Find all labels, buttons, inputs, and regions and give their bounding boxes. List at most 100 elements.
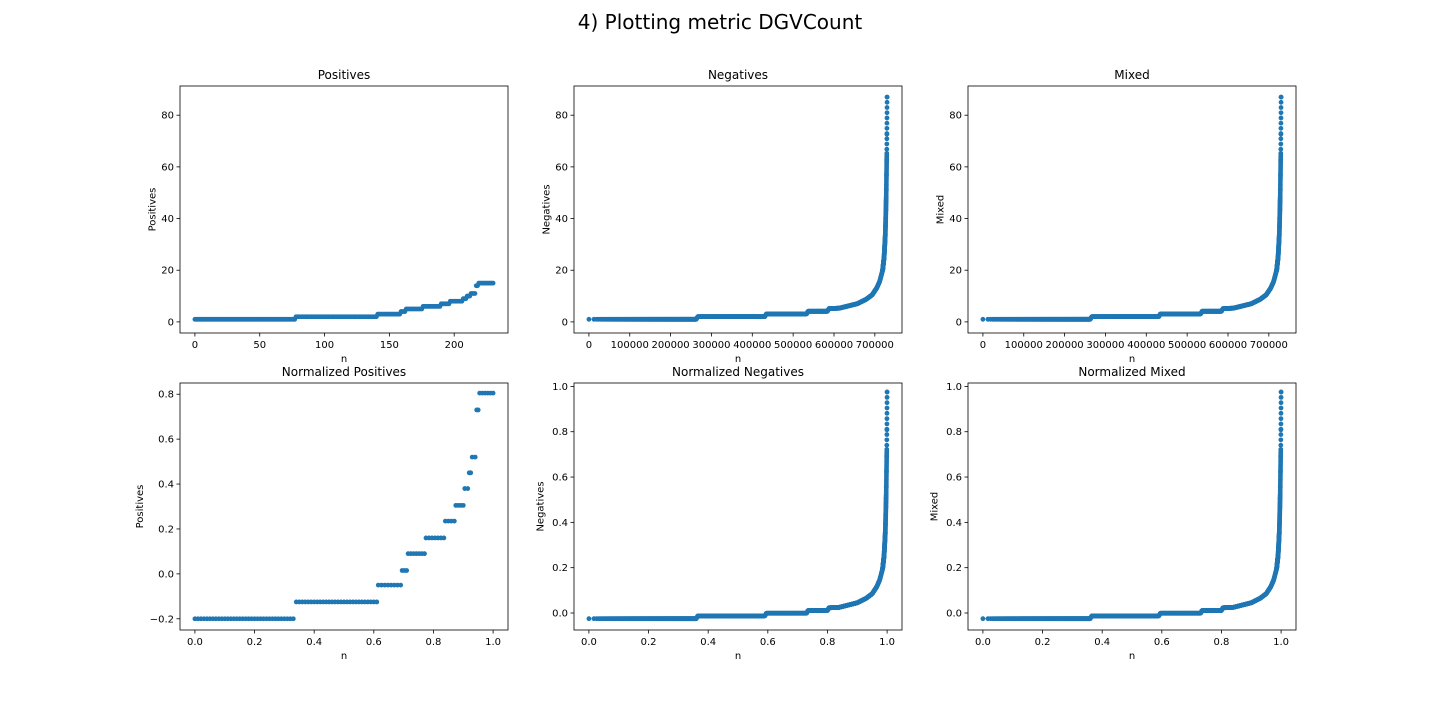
data-point	[884, 432, 890, 437]
x-axis-label: n	[1129, 354, 1135, 365]
y-axis-label: Mixed	[929, 492, 940, 522]
x-tick-label: 100000	[611, 340, 649, 351]
x-axis-label: n	[735, 354, 741, 365]
data-point	[290, 616, 296, 622]
subplot-title: Normalized Mixed	[1078, 365, 1185, 379]
axes-frame	[573, 85, 903, 334]
axes-frame	[573, 382, 903, 631]
axes-frame	[179, 382, 509, 631]
axes-frame	[967, 85, 1297, 334]
data-point	[490, 280, 496, 286]
y-tick-label: 20	[555, 266, 568, 277]
x-tick-label: 0.0	[975, 637, 991, 648]
x-tick-label: 0.8	[820, 637, 836, 648]
y-tick-label: 0.2	[158, 524, 174, 535]
data-point	[884, 105, 890, 110]
data-point	[884, 405, 890, 411]
data-point	[884, 150, 890, 156]
data-point	[884, 141, 890, 147]
data-point	[884, 110, 890, 116]
y-tick-label: 1.0	[552, 382, 568, 393]
x-tick-label: 200000	[652, 340, 690, 351]
y-tick-label: 0.0	[552, 609, 568, 620]
y-axis-label: Positives	[135, 485, 146, 529]
subplot-title: Negatives	[708, 68, 768, 82]
y-tick-label: 0.8	[946, 427, 962, 438]
y-tick-label: 0.4	[946, 518, 962, 529]
data-point	[884, 416, 890, 422]
x-tick-label: 0.8	[426, 637, 442, 648]
data-point	[1278, 146, 1284, 152]
y-tick-label: 0.4	[158, 480, 174, 491]
data-point	[1278, 389, 1284, 395]
data-point	[1278, 120, 1284, 126]
subplot-title: Mixed	[1114, 68, 1149, 82]
data-point	[1278, 94, 1284, 100]
x-tick-label: 200	[445, 340, 464, 351]
x-tick-label: 300000	[1086, 340, 1124, 351]
y-axis-label: Mixed	[936, 195, 947, 225]
y-tick-label: 0.6	[946, 473, 962, 484]
x-tick-label: 0.6	[366, 637, 382, 648]
x-tick-label: 50	[253, 340, 266, 351]
x-tick-label: 1.0	[1273, 637, 1289, 648]
data-point	[1278, 416, 1284, 422]
data-point	[1278, 99, 1284, 105]
data-point	[1278, 400, 1284, 406]
data-point	[374, 599, 380, 605]
data-point	[460, 502, 466, 508]
y-tick-label: 0	[956, 317, 962, 328]
data-point	[884, 437, 890, 443]
data-point	[1278, 447, 1284, 452]
y-tick-label: 0.2	[946, 563, 962, 574]
x-tick-label: 1.0	[485, 637, 501, 648]
data-point	[1278, 421, 1284, 427]
x-tick-label: 600000	[1209, 340, 1247, 351]
figure-title: 4) Plotting metric DGVCount	[578, 10, 863, 34]
data-point	[472, 291, 478, 296]
x-tick-label: 0	[586, 340, 592, 351]
x-axis-label: n	[341, 651, 347, 662]
data-point	[884, 394, 890, 400]
y-tick-label: 0.8	[158, 390, 174, 401]
data-point	[1278, 426, 1284, 432]
data-point	[884, 410, 890, 416]
data-point	[1278, 110, 1284, 116]
x-tick-label: 0.4	[700, 637, 716, 648]
x-tick-label: 0.0	[581, 637, 597, 648]
x-axis-label: n	[1129, 651, 1135, 662]
data-point	[884, 447, 890, 452]
y-tick-label: 0.6	[552, 473, 568, 484]
data-point	[1278, 410, 1284, 416]
data-point	[586, 316, 592, 322]
x-tick-label: 500000	[774, 340, 812, 351]
x-tick-label: 0.6	[760, 637, 776, 648]
x-tick-label: 0.2	[247, 637, 263, 648]
subplot-title: Normalized Positives	[282, 365, 406, 379]
data-point	[980, 316, 986, 322]
y-tick-label: 0	[168, 317, 174, 328]
x-tick-label: 0	[980, 340, 986, 351]
data-point	[1278, 115, 1284, 121]
data-points	[980, 389, 1284, 622]
data-point	[451, 518, 457, 524]
axes-frame	[179, 85, 509, 334]
data-point	[490, 390, 496, 396]
y-tick-label: 60	[555, 162, 568, 173]
data-points	[586, 94, 890, 322]
x-tick-label: 400000	[733, 340, 771, 351]
data-point	[404, 568, 410, 573]
y-axis-label: Negatives	[542, 184, 553, 234]
y-tick-label: 60	[949, 162, 962, 173]
data-point	[884, 426, 890, 432]
x-tick-label: 700000	[1250, 340, 1288, 351]
data-point	[398, 582, 404, 588]
x-tick-label: 400000	[1127, 340, 1165, 351]
y-tick-label: 0.0	[946, 609, 962, 620]
y-tick-label: 0.6	[158, 435, 174, 446]
